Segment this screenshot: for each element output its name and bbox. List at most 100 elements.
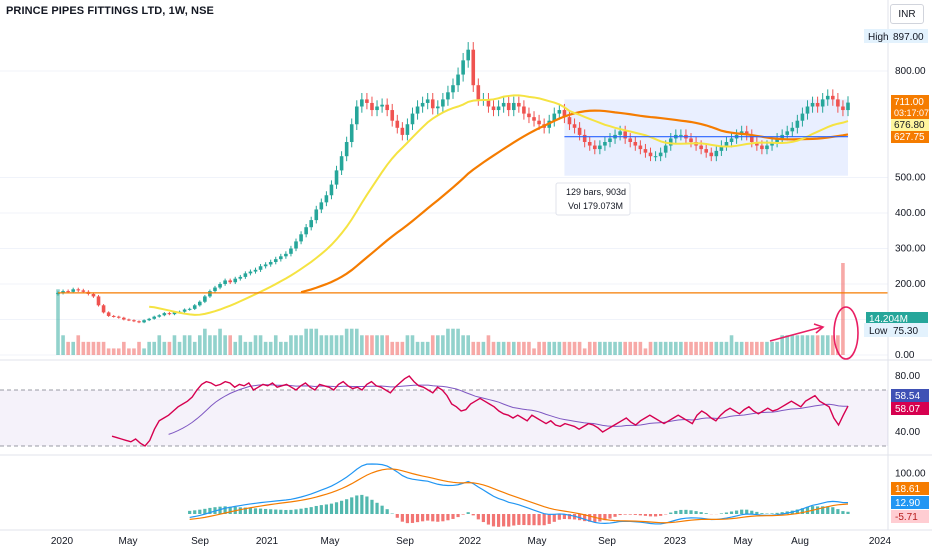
macd-hist-bar <box>745 509 749 514</box>
candle-body <box>248 271 253 274</box>
hist-value-badge: -5.71 <box>891 510 929 523</box>
volume-bar <box>486 335 491 355</box>
volume-bar <box>592 341 597 355</box>
macd-hist-bar <box>598 514 602 522</box>
candle-body <box>218 284 222 288</box>
macd-hist-bar <box>729 511 734 514</box>
macd-hist-bar <box>400 514 404 522</box>
candle-body <box>167 313 172 315</box>
volume-bar <box>319 335 324 355</box>
volume-bar <box>152 341 157 355</box>
candle-body <box>309 220 314 228</box>
volume-spike-annotation[interactable] <box>769 306 859 360</box>
volume-bar <box>770 341 774 355</box>
macd-hist-bar <box>770 513 774 514</box>
volume-bar <box>127 348 131 355</box>
candle-body <box>415 106 420 114</box>
macd-hist-bar <box>831 507 835 514</box>
candle-body <box>268 261 273 265</box>
macd-hist-bar <box>643 514 648 516</box>
volume-bar <box>785 335 790 355</box>
volume-bar <box>684 341 688 355</box>
volume-bar <box>496 341 501 355</box>
candle-body <box>836 99 840 107</box>
time-tick-label: Sep <box>396 536 414 547</box>
macd-hist-bar <box>507 514 511 527</box>
candle-body <box>790 127 795 132</box>
volume-bar <box>253 335 258 355</box>
low-value: 75.30 <box>893 326 918 337</box>
volume-bar <box>547 341 552 355</box>
macd-signal-line <box>189 468 849 524</box>
volume-bar <box>289 335 293 355</box>
candle-body <box>567 117 572 125</box>
candle-body <box>294 241 298 249</box>
candle-body <box>623 131 627 139</box>
volume-bar <box>608 341 612 355</box>
candle-body <box>446 92 450 100</box>
volume-bar <box>157 335 162 355</box>
candle-body <box>765 145 769 150</box>
time-axis-ticks[interactable]: 2020 May Sep 2021 May Sep 2022 May Sep 2023 May Aug… <box>51 536 892 547</box>
candle-body <box>471 49 476 86</box>
candle-body <box>658 152 663 157</box>
macd-hist-bar <box>719 513 723 514</box>
volume-bar <box>699 341 703 355</box>
volume-bar <box>197 335 202 355</box>
volume-bar <box>116 348 121 355</box>
macd-hist-bar <box>279 509 283 514</box>
macd-axis-ticks: 100.00 <box>895 469 926 480</box>
macd-hist-bar <box>471 514 475 516</box>
macd-hist-bar <box>436 514 440 522</box>
candle-body <box>253 269 258 272</box>
time-tick-label: May <box>528 536 547 547</box>
macd-hist-bar <box>491 514 496 527</box>
macd-hist-bar <box>684 509 688 514</box>
candle-body <box>425 99 430 103</box>
macd-hist-bar <box>355 495 359 514</box>
volume-bar <box>572 341 577 355</box>
macd-hist-bar <box>734 510 739 514</box>
macd-hist-bar <box>476 514 480 520</box>
ma-slow-value: 627.75 <box>894 132 925 143</box>
candle-body <box>122 317 126 320</box>
candle-body <box>81 290 86 292</box>
volume-bar <box>279 341 283 355</box>
volume-bar <box>760 341 764 355</box>
candle-body <box>679 134 683 136</box>
candle-body <box>71 289 75 292</box>
volume-bar <box>309 328 314 355</box>
volume-bar <box>501 341 506 355</box>
volume-bar <box>415 341 420 355</box>
currency-button[interactable]: INR <box>890 4 924 24</box>
macd-hist-bar <box>699 512 703 514</box>
macd-hist-bar <box>780 512 784 514</box>
candle-body <box>501 102 506 107</box>
volume-bar <box>527 341 531 355</box>
volume-bar <box>795 335 800 355</box>
candle-body <box>127 319 131 321</box>
volume-bar <box>354 328 359 355</box>
macd-hist-bar <box>552 514 556 522</box>
macd-hist-bar <box>264 508 268 514</box>
macd-hist-bar <box>395 514 399 518</box>
candle-body <box>466 49 470 61</box>
ma-fast-line <box>149 94 849 316</box>
candle-body <box>152 316 157 319</box>
macd-hist-bar <box>486 514 491 525</box>
volume-bar <box>446 328 450 355</box>
candle-body <box>365 99 369 103</box>
volume-bar <box>273 335 278 355</box>
candle-body <box>223 280 227 284</box>
macd-hist-bar <box>304 507 308 514</box>
candle-body <box>157 315 162 317</box>
volume-bar <box>56 289 60 355</box>
volume-bar <box>633 341 638 355</box>
volume-bar <box>765 341 769 355</box>
volume-bar <box>218 328 222 355</box>
rsi-value-badge: 58.54 <box>891 389 929 402</box>
candle-body <box>486 99 491 107</box>
volume-bar <box>517 341 521 355</box>
volume-bar <box>162 341 167 355</box>
